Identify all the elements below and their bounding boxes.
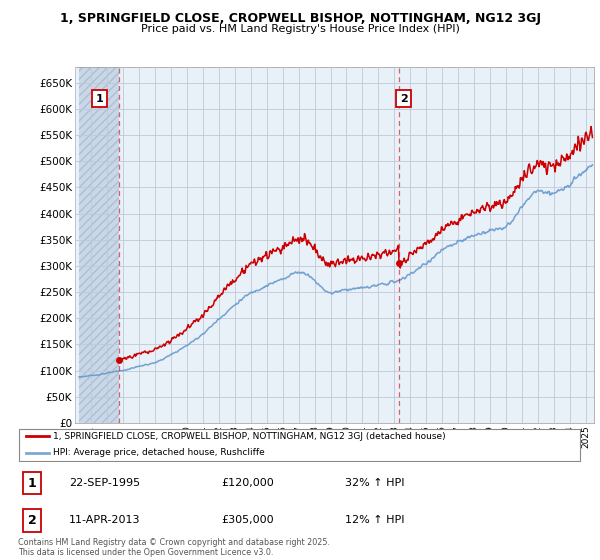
Text: 22-SEP-1995: 22-SEP-1995 [69, 478, 140, 488]
Text: HPI: Average price, detached house, Rushcliffe: HPI: Average price, detached house, Rush… [53, 449, 265, 458]
Text: £120,000: £120,000 [221, 478, 274, 488]
Text: 32% ↑ HPI: 32% ↑ HPI [345, 478, 404, 488]
FancyBboxPatch shape [19, 428, 580, 461]
Text: £305,000: £305,000 [221, 515, 274, 525]
Text: 1, SPRINGFIELD CLOSE, CROPWELL BISHOP, NOTTINGHAM, NG12 3GJ: 1, SPRINGFIELD CLOSE, CROPWELL BISHOP, N… [59, 12, 541, 25]
Bar [79, 67, 119, 423]
Text: 1: 1 [28, 477, 37, 489]
Text: Contains HM Land Registry data © Crown copyright and database right 2025.
This d: Contains HM Land Registry data © Crown c… [18, 538, 330, 557]
Text: 1, SPRINGFIELD CLOSE, CROPWELL BISHOP, NOTTINGHAM, NG12 3GJ (detached house): 1, SPRINGFIELD CLOSE, CROPWELL BISHOP, N… [53, 432, 446, 441]
Text: Price paid vs. HM Land Registry's House Price Index (HPI): Price paid vs. HM Land Registry's House … [140, 24, 460, 34]
Text: 2: 2 [400, 94, 407, 104]
Text: 2: 2 [28, 514, 37, 527]
Text: 11-APR-2013: 11-APR-2013 [69, 515, 140, 525]
Text: 1: 1 [95, 94, 103, 104]
Text: 12% ↑ HPI: 12% ↑ HPI [345, 515, 404, 525]
